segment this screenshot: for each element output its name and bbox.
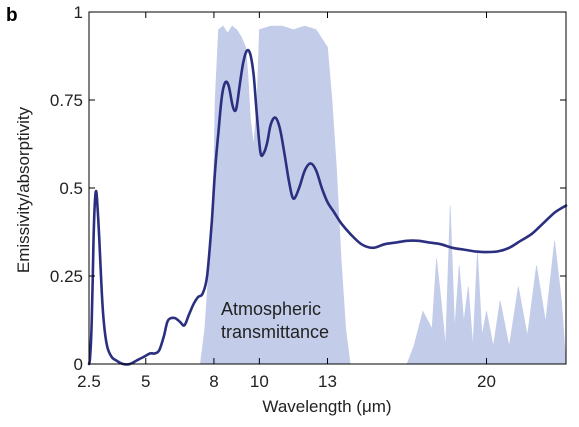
panel-label: b — [6, 5, 18, 26]
y-axis-ticks: 0 0.25 0.5 0.75 1 — [50, 3, 566, 374]
x-tick-label: 2.5 — [77, 372, 101, 391]
annotation-line-2: transmittance — [221, 322, 329, 342]
y-tick-label: 0.75 — [50, 91, 83, 110]
x-tick-label: 20 — [477, 372, 496, 391]
y-axis-label: Emissivity/absorptivity — [14, 106, 33, 273]
annotation-line-1: Atmospheric — [221, 299, 321, 319]
x-tick-label: 8 — [209, 372, 218, 391]
y-tick-label: 0 — [74, 355, 83, 374]
y-tick-label: 0.25 — [50, 267, 83, 286]
x-tick-label: 5 — [141, 372, 150, 391]
x-tick-label: 10 — [250, 372, 269, 391]
y-tick-label: 1 — [74, 3, 83, 22]
x-axis-label: Wavelength (μm) — [262, 397, 391, 416]
y-tick-label: 0.5 — [59, 179, 83, 198]
x-tick-label: 13 — [318, 372, 337, 391]
x-axis-ticks: 2.5 5 8 10 13 20 — [77, 12, 496, 391]
